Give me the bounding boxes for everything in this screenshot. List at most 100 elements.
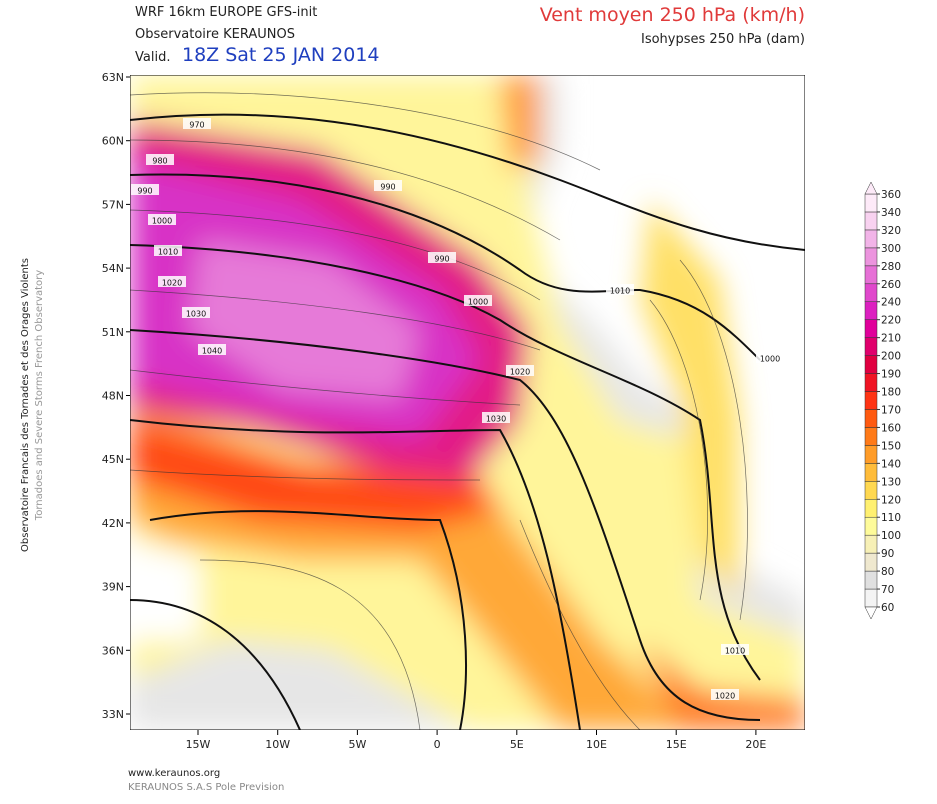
contour-label: 970 [189, 121, 204, 130]
legend-swatch [864, 301, 878, 320]
contour-label: 990 [137, 187, 152, 196]
lat-label: 36N [102, 644, 124, 657]
contour-label: 1040 [202, 347, 222, 356]
lat-label: 54N [102, 262, 124, 275]
legend-label: 140 [881, 458, 901, 470]
contour-label-bg [131, 184, 159, 195]
legend-label: 130 [881, 476, 901, 488]
legend-label: 260 [881, 279, 901, 291]
legend-swatch [864, 445, 878, 464]
legend-swatch [864, 193, 878, 213]
map-subtitle: Isohypses 250 hPa (dam) [641, 32, 805, 47]
contour-label-bg [756, 352, 784, 363]
contour-label-bg [158, 276, 186, 287]
model-label: WRF 16km EUROPE GFS-init [135, 5, 317, 20]
observatory-label: Observatoire KERAUNOS [135, 27, 295, 42]
legend-label: 280 [881, 261, 901, 273]
contour-label: 980 [152, 157, 167, 166]
legend-label: 110 [881, 512, 901, 524]
legend-swatch [864, 552, 878, 572]
legend-label: 180 [881, 387, 901, 399]
legend-label: 160 [881, 422, 901, 434]
contour-label-bg [182, 307, 210, 318]
legend-swatch [864, 373, 878, 392]
legend-label: 60 [881, 602, 894, 614]
legend-swatch [864, 391, 878, 410]
legend-swatch [864, 499, 878, 518]
legend: 60 70 80 90 100 110 120 130 140 150 160 170 180 190 20… [864, 181, 901, 620]
legend-label: 300 [881, 243, 901, 255]
legend-swatch [864, 319, 878, 338]
lat-label: 48N [102, 390, 124, 403]
contour-label-bg [198, 344, 226, 355]
contour-label: 1030 [486, 415, 506, 424]
lon-label: 20E [745, 738, 766, 751]
lon-label: 10E [586, 738, 607, 751]
contour-label-bg [721, 644, 749, 655]
legend-swatch [864, 463, 878, 482]
legend-label: 240 [881, 297, 901, 309]
lat-label: 60N [102, 135, 124, 148]
lat-label: 42N [102, 517, 124, 530]
lon-label: 10W [265, 738, 290, 751]
contour-label-bg [148, 214, 176, 225]
legend-swatch [864, 409, 878, 428]
lat-label: 57N [102, 198, 124, 211]
contour-label: 990 [380, 183, 395, 192]
contour-label-bg [464, 295, 492, 306]
legend-label: 200 [881, 351, 901, 363]
legend-swatch [864, 570, 878, 590]
contour-label: 1030 [186, 310, 206, 319]
contour-label-bg [506, 365, 534, 376]
legend-label: 80 [881, 566, 894, 578]
footer-company: KERAUNOS S.A.S Pole Prevision [128, 782, 284, 793]
legend-arrow-top [864, 181, 878, 195]
legend-swatch [864, 516, 878, 536]
lat-label: 45N [102, 453, 124, 466]
legend-arrow-bottom [864, 606, 878, 620]
contour-label-bg [711, 689, 739, 700]
contour-label-bg [606, 284, 634, 295]
lon-label: 0 [434, 738, 441, 751]
legend-label: 220 [881, 315, 901, 327]
legend-swatch [864, 481, 878, 500]
contour-labels: 970 980 990 1000 1010 1020 1030 1040 990 990 1000 1… [131, 118, 784, 701]
legend-swatch [864, 355, 878, 374]
contour-label-bg [154, 245, 182, 256]
lon-label: 5E [510, 738, 524, 751]
legend-swatch [864, 534, 878, 554]
legend-swatch [864, 229, 878, 249]
contour-label-bg [428, 252, 456, 263]
legend-label: 170 [881, 404, 901, 416]
contour-label-bg [146, 154, 174, 165]
contour-label: 1020 [715, 692, 735, 701]
legend-label: 150 [881, 440, 901, 452]
contour-label: 1010 [610, 287, 630, 296]
legend-label: 190 [881, 369, 901, 381]
legend-swatch [864, 588, 878, 608]
contour-label-bg [183, 118, 211, 129]
footer-url: www.keraunos.org [128, 768, 220, 779]
side-text-fr: Observatoire Francais des Tornades et de… [20, 258, 31, 552]
contour-label: 1000 [468, 298, 488, 307]
legend-swatch [864, 247, 878, 267]
legend-swatch [864, 211, 878, 231]
contour-label: 1010 [725, 647, 745, 656]
contour-label: 1000 [152, 217, 172, 226]
legend-label: 360 [881, 189, 901, 201]
legend-label: 90 [881, 548, 894, 560]
legend-label: 120 [881, 494, 901, 506]
side-text-en: Tornadoes and Severe Storms French Obser… [34, 270, 45, 521]
contour-label-bg [374, 180, 402, 191]
lon-label: 15W [186, 738, 211, 751]
legend-label: 320 [881, 225, 901, 237]
lon-label: 5W [348, 738, 366, 751]
contour-label: 990 [434, 255, 449, 264]
lat-label: 33N [102, 708, 124, 721]
contour-label: 1010 [158, 248, 178, 257]
contour-label: 1020 [162, 279, 182, 288]
legend-swatch [864, 283, 878, 302]
valid-prefix: Valid. [135, 50, 170, 65]
